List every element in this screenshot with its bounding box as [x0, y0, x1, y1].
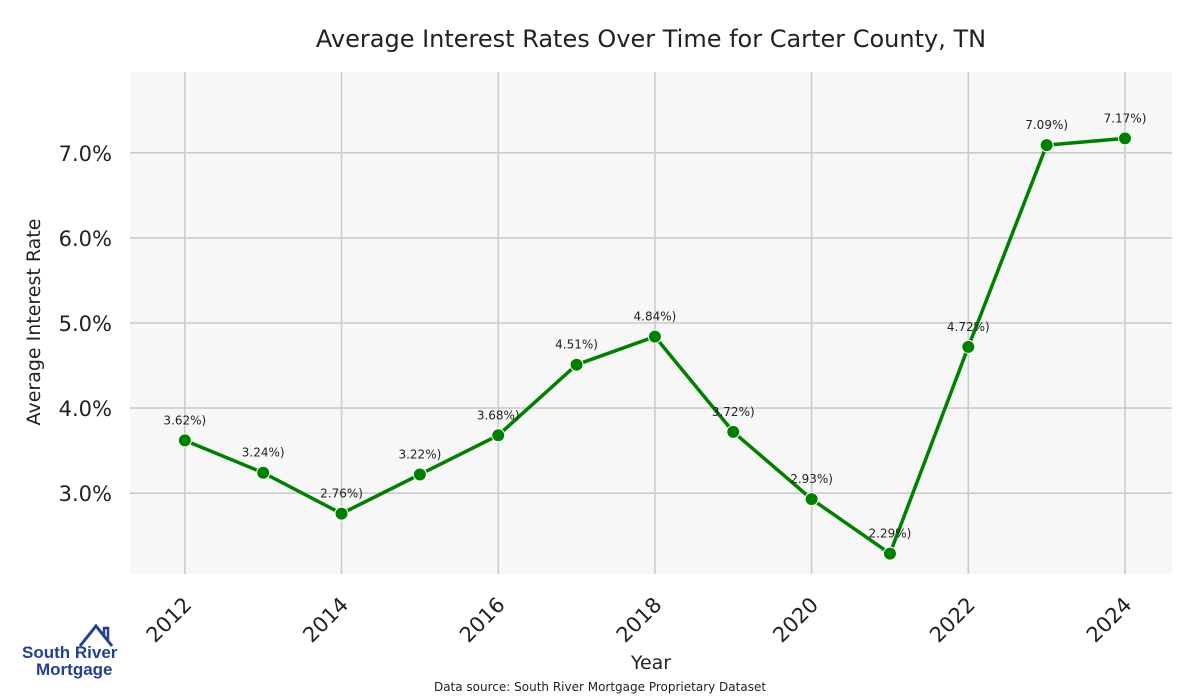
y-tick-label: 5.0% [59, 312, 112, 336]
y-axis-ticks: 3.0% 4.0% 5.0% 6.0% 7.0% [59, 142, 112, 506]
data-label: 3.68%) [477, 408, 520, 422]
data-label: 7.17%) [1104, 111, 1147, 125]
x-tick-label: 2018 [612, 593, 667, 648]
x-axis-ticks: 2012 2014 2016 2018 2020 2022 2024 [142, 593, 1137, 648]
data-point [961, 339, 976, 354]
grid-lines [130, 72, 1172, 574]
y-axis-label: Average Interest Rate [23, 219, 45, 426]
data-label: 3.22%) [398, 447, 441, 461]
x-tick-label: 2024 [1082, 593, 1137, 648]
data-label: 7.09%) [1025, 118, 1068, 132]
data-label: 3.62%) [163, 413, 206, 427]
y-tick-label: 6.0% [59, 227, 112, 251]
data-point [882, 546, 897, 561]
x-tick-label: 2012 [142, 593, 197, 648]
logo-line-1: South River [22, 643, 118, 662]
data-label: 2.76%) [320, 487, 363, 501]
y-tick-label: 7.0% [59, 142, 112, 166]
logo-line-2: Mortgage [36, 660, 113, 679]
data-label: 2.29%) [869, 527, 912, 541]
data-point [569, 357, 584, 372]
data-point [1039, 138, 1054, 153]
data-point [726, 424, 741, 439]
series-layer [177, 131, 1132, 561]
x-tick-label: 2020 [768, 593, 823, 648]
x-axis-label: Year [630, 652, 671, 674]
y-tick-label: 4.0% [59, 397, 112, 421]
company-logo: South River Mortgage [18, 620, 118, 682]
x-tick-label: 2022 [925, 593, 980, 648]
x-tick-label: 2014 [298, 593, 353, 648]
data-point [177, 433, 192, 448]
data-label: 4.84%) [634, 310, 677, 324]
data-source-note: Data source: South River Mortgage Propri… [433, 680, 767, 694]
data-point [1117, 131, 1132, 146]
house-roof-icon [78, 623, 114, 647]
data-label: 3.24%) [242, 446, 285, 460]
y-tick-label: 3.0% [59, 482, 112, 506]
data-point [647, 329, 662, 344]
data-point [334, 506, 349, 521]
data-label: 2.93%) [790, 472, 833, 486]
data-label: 3.72%) [712, 405, 755, 419]
data-label: 4.72%) [947, 320, 990, 334]
data-labels: 3.62%) 3.24%) 2.76%) 3.22%) 3.68%) 4.51%) 4.84… [163, 111, 1146, 540]
chart-title: Average Interest Rates Over Time for Car… [316, 25, 986, 53]
data-point [804, 492, 819, 507]
data-point [256, 465, 271, 480]
data-point [412, 467, 427, 482]
data-label: 4.51%) [555, 338, 598, 352]
data-point [491, 428, 506, 443]
x-tick-label: 2016 [455, 593, 510, 648]
